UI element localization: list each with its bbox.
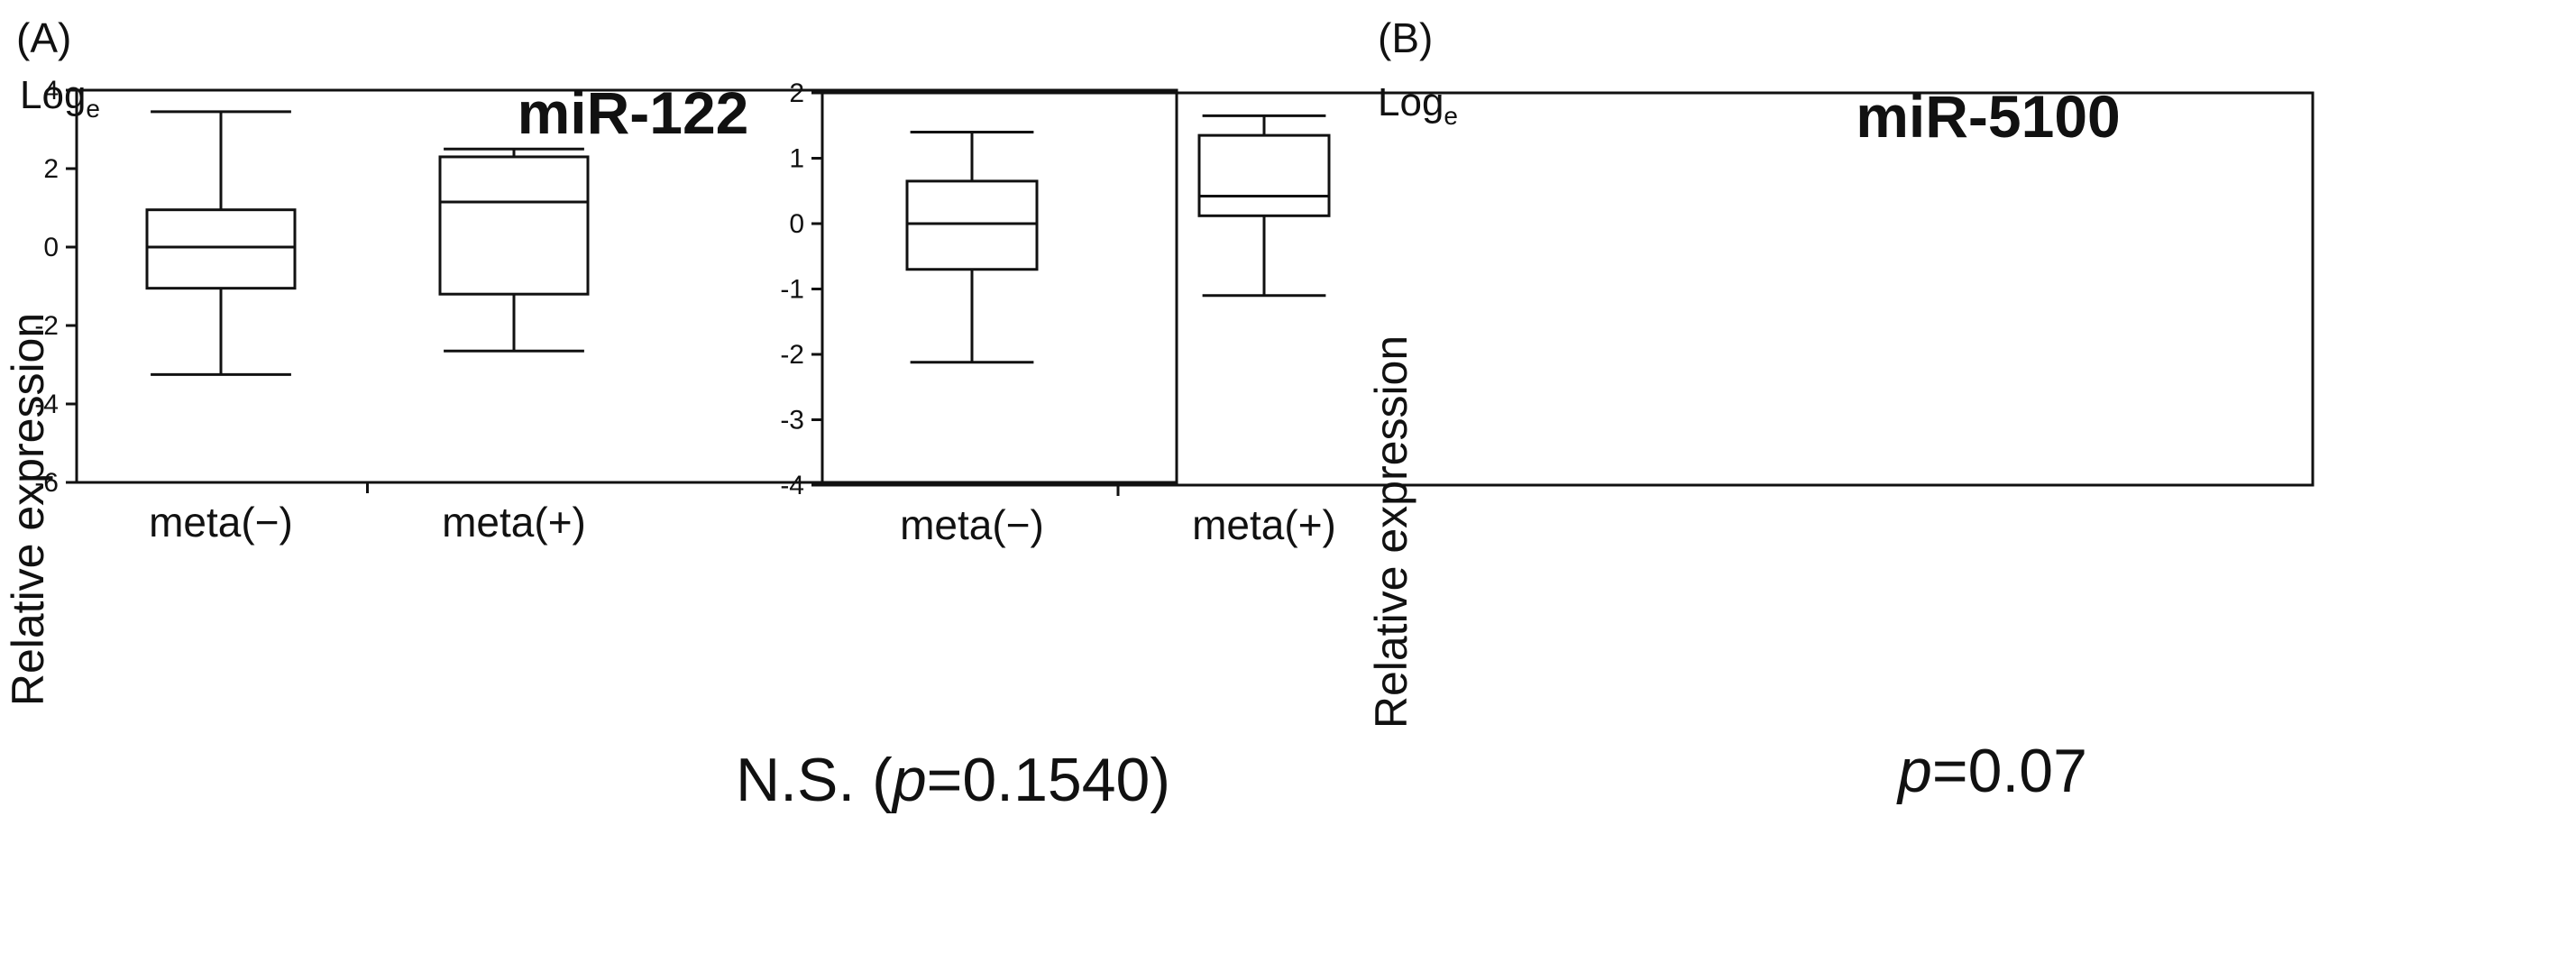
panel-a-plot: 4 2 0 -2 -4 -6 meta(−) meta(+)	[34, 76, 1178, 546]
panel-a-y-tick-label: 2	[43, 154, 59, 184]
panel-b-annotation-value: =0.07	[1932, 737, 2087, 805]
panel-b-iqr-box	[905, 179, 1039, 271]
panel-b-y-tick-label: 1	[789, 144, 804, 174]
panel-a-y-axis-label: Relative expression	[3, 313, 53, 706]
panel-b-unit-base: Log	[1378, 80, 1444, 124]
panel-a-box-2	[438, 147, 590, 353]
panel-b-category-label: meta(+)	[1192, 501, 1336, 548]
panel-b-box-2	[1197, 114, 1331, 298]
panel-b-y-tick-label: -1	[780, 275, 804, 305]
panel-a-category-label: meta(+)	[442, 499, 586, 546]
panel-a-box-1	[145, 110, 297, 376]
panel-b-y-axis-label: Relative expression	[1366, 335, 1416, 729]
panel-b-category-label: meta(−)	[900, 501, 1044, 548]
panel-b-y-tick-label: -2	[780, 340, 804, 370]
panel-a-y-tick-label: -6	[34, 468, 59, 498]
panel-b-unit: Loge	[1378, 80, 1458, 130]
panel-b-y-tick-label: 2	[789, 78, 804, 108]
panel-a-category-label: meta(−)	[149, 499, 293, 546]
panel-b-annotation: p=0.07	[1896, 737, 2087, 805]
panel-b-plot-frame	[820, 91, 2315, 487]
panel-a-y-tick-label: -4	[34, 390, 59, 419]
panel-a-plot-frame	[75, 88, 1178, 484]
panel-a-unit-sub: e	[86, 95, 100, 123]
panel-a-y-tick-label: 0	[43, 233, 59, 262]
panel-b-letter: (B)	[1378, 14, 1433, 61]
panel-a-y-tick-label: -2	[34, 311, 59, 341]
panel-b-unit-sub: e	[1444, 102, 1458, 130]
panel-b-plot: 2 1 0 -1 -2 -3 -4 meta(−) meta(+)	[780, 78, 2315, 548]
panel-a-y-tick-label: 4	[43, 76, 59, 105]
panel-a-unit-base: Log	[20, 73, 86, 117]
panel-a-letter: (A)	[16, 14, 71, 61]
panel-a-annotation: N.S. (p=0.1540)	[736, 746, 1170, 814]
panel-a-iqr-box	[438, 155, 590, 296]
panel-a-iqr-box	[145, 208, 297, 290]
panel-b-iqr-box	[1197, 133, 1331, 217]
panel-b-y-tick-label: 0	[789, 209, 804, 239]
panel-a-unit: Loge	[20, 73, 100, 123]
panel-b-annotation-p: p	[1896, 737, 1932, 805]
panel-a-annotation-p: p	[891, 746, 927, 814]
panel-b-y-tick-label: -3	[780, 406, 804, 436]
panel-b-y-tick-label: -4	[780, 471, 804, 500]
panel-a-annotation-value: =0.1540)	[927, 746, 1170, 814]
panel-b-box-1	[905, 131, 1039, 364]
panel-a-annotation-prefix: N.S. (	[736, 746, 893, 814]
